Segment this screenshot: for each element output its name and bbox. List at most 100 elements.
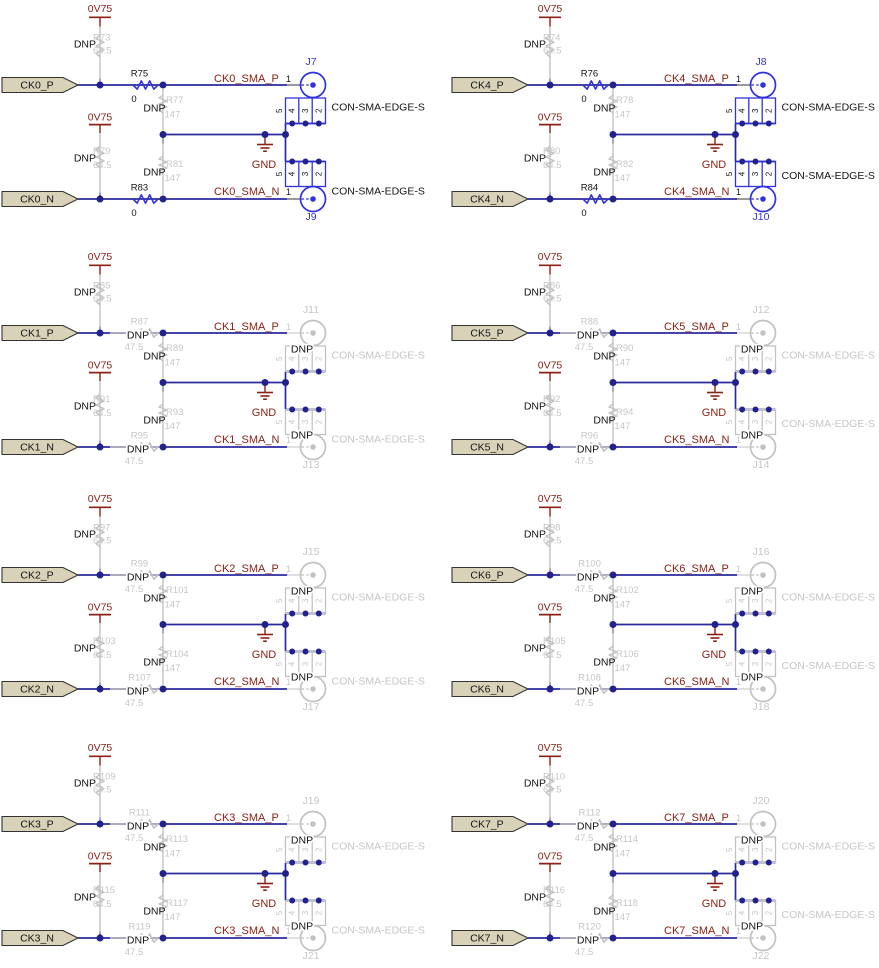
net-label-ck1_sma_p[interactable]: CK1_SMA_P 1 bbox=[214, 321, 291, 333]
net-label-ck3_sma_n[interactable]: CK3_SMA_N 1 bbox=[214, 925, 291, 937]
harness-port-ck2_n[interactable]: CK2_N bbox=[1, 680, 80, 698]
power-port-p[interactable]: 0V75 bbox=[88, 742, 113, 766]
net-label-ck6_sma_n[interactable]: CK6_SMA_N 1 bbox=[664, 676, 741, 688]
harness-port-ck0_p[interactable]: CK0_P bbox=[1, 76, 80, 94]
sma-connector-j11[interactable]: 5 4 3 2 J11 CON-SMA-EDGE-S DNP bbox=[275, 304, 425, 373]
power-port-n[interactable]: 0V75 bbox=[88, 111, 113, 133]
net-label-ck0_sma_n[interactable]: CK0_SMA_N 1 bbox=[214, 186, 291, 198]
gnd-symbol[interactable]: GND bbox=[702, 382, 727, 420]
power-port-p[interactable]: 0V75 bbox=[538, 251, 563, 275]
resistor-r76[interactable]: R76 0 bbox=[581, 69, 609, 106]
net-label-ck0_sma_p[interactable]: CK0_SMA_P 1 bbox=[214, 73, 291, 85]
resistor-r84[interactable]: R84 0 bbox=[581, 183, 609, 220]
sma-connector-j20[interactable]: 5 4 3 2 J20 CON-SMA-EDGE-S DNP bbox=[725, 795, 875, 864]
power-port-p[interactable]: 0V75 bbox=[88, 251, 113, 275]
harness-port-ck3_n[interactable]: CK3_N bbox=[1, 929, 80, 947]
harness-port-ck4_p[interactable]: CK4_P bbox=[451, 76, 530, 94]
net-label-ck7_sma_p[interactable]: CK7_SMA_P 1 bbox=[664, 812, 741, 824]
resistor-r83[interactable]: R83 0 bbox=[131, 183, 159, 220]
gnd-symbol[interactable]: GND bbox=[252, 134, 277, 172]
harness-port-ck4_n[interactable]: CK4_N bbox=[451, 190, 530, 208]
net-label-ck5_sma_p[interactable]: CK5_SMA_P 1 bbox=[664, 321, 741, 333]
power-port-n[interactable]: 0V75 bbox=[538, 850, 563, 872]
harness-port-ck5_p[interactable]: CK5_P bbox=[451, 324, 530, 342]
net-label-ck1_sma_n[interactable]: CK1_SMA_N 1 bbox=[214, 434, 291, 446]
net-label-ck5_sma_n[interactable]: CK5_SMA_N 1 bbox=[664, 434, 741, 446]
sma-connector-j14[interactable]: 5 4 3 2 J14 CON-SMA-EDGE-S DNP bbox=[725, 408, 875, 472]
power-port-n[interactable]: 0V75 bbox=[538, 601, 563, 623]
harness-port-ck2_p[interactable]: CK2_P bbox=[1, 566, 80, 584]
sma-connector-j13[interactable]: 5 4 3 2 J13 CON-SMA-EDGE-S DNP bbox=[275, 408, 425, 472]
power-port-n[interactable]: 0V75 bbox=[538, 359, 563, 381]
power-port-p[interactable]: 0V75 bbox=[88, 3, 113, 27]
harness-port-ck1_p[interactable]: CK1_P bbox=[1, 324, 80, 342]
gnd-symbol[interactable]: GND bbox=[252, 873, 277, 911]
sma-connector-j18[interactable]: 5 4 3 2 J18 CON-SMA-EDGE-S DNP bbox=[725, 650, 875, 714]
sma-connector-j12[interactable]: 5 4 3 2 J12 CON-SMA-EDGE-S DNP bbox=[725, 304, 875, 373]
sma-connector-j8[interactable]: 5 4 3 2 J8 CON-SMA-EDGE-S bbox=[725, 56, 875, 125]
harness-port-ck3_p[interactable]: CK3_P bbox=[1, 815, 80, 833]
net-label-ck2_sma_p[interactable]: CK2_SMA_P 1 bbox=[214, 563, 291, 575]
power-port-n[interactable]: 0V75 bbox=[88, 850, 113, 872]
net-label-ck6_sma_p[interactable]: CK6_SMA_P 1 bbox=[664, 563, 741, 575]
sma-connector-j19[interactable]: 5 4 3 2 J19 CON-SMA-EDGE-S DNP bbox=[275, 795, 425, 864]
harness-port-ck0_n[interactable]: CK0_N bbox=[1, 190, 80, 208]
harness-port-ck1_n[interactable]: CK1_N bbox=[1, 438, 80, 456]
harness-port-ck7_n[interactable]: CK7_N bbox=[451, 929, 530, 947]
power-port-n[interactable]: 0V75 bbox=[88, 601, 113, 623]
sma-connector-j22[interactable]: 5 4 3 2 J22 CON-SMA-EDGE-S DNP bbox=[725, 899, 875, 963]
net-label-ck4_sma_p[interactable]: CK4_SMA_P 1 bbox=[664, 73, 741, 85]
power-port-p[interactable]: 0V75 bbox=[538, 493, 563, 517]
harness-port-ck6_p[interactable]: CK6_P bbox=[451, 566, 530, 584]
harness-port-ck5_n[interactable]: CK5_N bbox=[451, 438, 530, 456]
sma-connector-j10[interactable]: 5 4 3 2 J10 CON-SMA-EDGE-S bbox=[725, 160, 875, 224]
power-port-p[interactable]: 0V75 bbox=[88, 493, 113, 517]
power-port-n[interactable]: 0V75 bbox=[88, 359, 113, 381]
power-port-p[interactable]: 0V75 bbox=[538, 3, 563, 27]
gnd-symbol[interactable]: GND bbox=[702, 873, 727, 911]
sma-connector-j21[interactable]: 5 4 3 2 J21 CON-SMA-EDGE-S DNP bbox=[275, 899, 425, 963]
sma-connector-j16[interactable]: 5 4 3 2 J16 CON-SMA-EDGE-S DNP bbox=[725, 546, 875, 615]
net-label-ck2_sma_n[interactable]: CK2_SMA_N 1 bbox=[214, 676, 291, 688]
sma-connector-j9[interactable]: 5 4 3 2 J9 CON-SMA-EDGE-S bbox=[275, 160, 425, 224]
net-label-ck4_sma_n[interactable]: CK4_SMA_N 1 bbox=[664, 186, 741, 198]
